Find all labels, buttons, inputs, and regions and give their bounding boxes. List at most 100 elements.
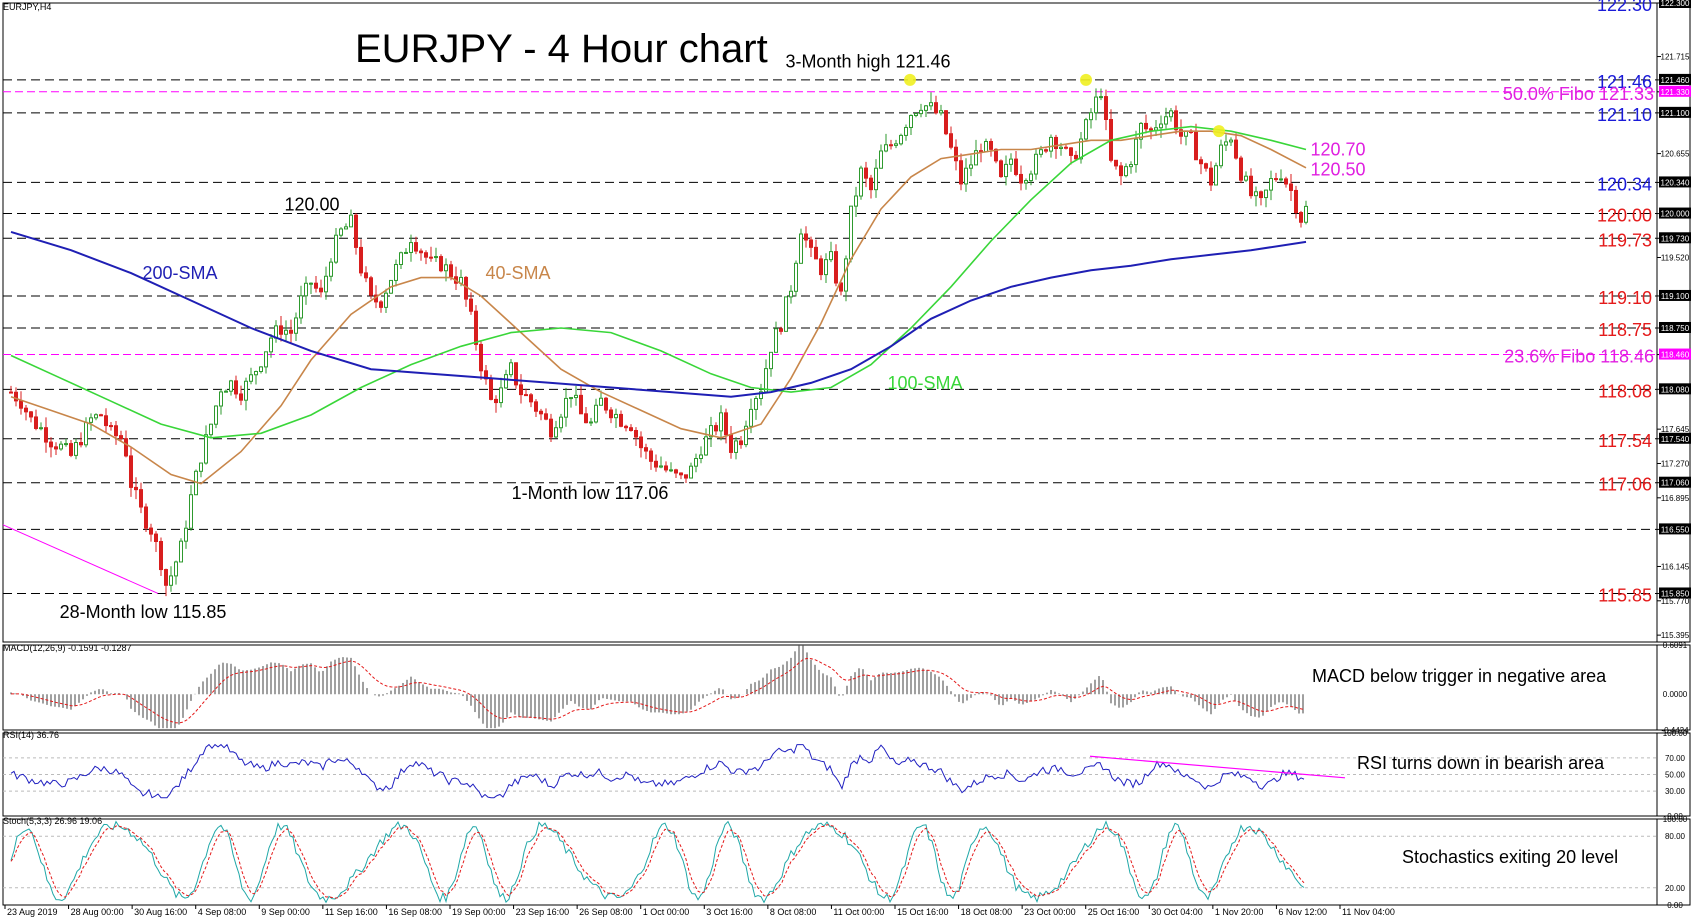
x-tick-label: 23 Sep 16:00 bbox=[516, 907, 570, 917]
candle-body bbox=[474, 310, 478, 345]
candle-body bbox=[369, 277, 373, 296]
candle-body bbox=[1239, 157, 1243, 181]
macd-axis-label: -0.4424 bbox=[1661, 726, 1689, 735]
axis-level-box bbox=[1659, 432, 1691, 444]
candle-body bbox=[379, 301, 383, 308]
candle-body bbox=[1224, 141, 1228, 146]
200-sma-line bbox=[10, 230, 1307, 398]
moving-averages bbox=[10, 125, 1307, 485]
candle-body bbox=[664, 465, 668, 471]
candle-body bbox=[1069, 147, 1073, 156]
candle-body bbox=[384, 292, 388, 308]
axis-tick-label: 117.645 bbox=[1661, 425, 1690, 434]
candle-body bbox=[14, 391, 18, 402]
candle-body bbox=[99, 414, 103, 417]
candle-body bbox=[774, 328, 778, 353]
candle-body bbox=[709, 425, 713, 438]
candle-body bbox=[554, 427, 558, 438]
chart-annotation: 3-Month high 121.46 bbox=[785, 52, 950, 72]
candle-body bbox=[1169, 110, 1173, 118]
axis-tick-label: 120.340 bbox=[1661, 178, 1690, 187]
x-tick-label: 11 Oct 00:00 bbox=[833, 907, 884, 917]
candle-body bbox=[359, 246, 363, 274]
candle-body bbox=[104, 415, 108, 427]
candle-body bbox=[569, 397, 573, 400]
chart-annotation: 120.70 bbox=[1310, 139, 1365, 159]
stoch-axis-label: 0.00 bbox=[1667, 901, 1683, 910]
x-tick-label: 8 Oct 08:00 bbox=[770, 907, 817, 917]
candle-body bbox=[869, 177, 873, 191]
candle-body bbox=[834, 251, 838, 284]
candle-body bbox=[784, 296, 788, 332]
x-tick-label: 28 Aug 00:00 bbox=[71, 907, 124, 917]
candle-body bbox=[289, 329, 293, 334]
candle-body bbox=[504, 374, 508, 389]
axis-tick-label: 118.460 bbox=[1661, 351, 1690, 360]
candle-body bbox=[584, 413, 588, 424]
candle-body bbox=[929, 102, 933, 107]
candle-body bbox=[544, 413, 548, 420]
x-tick-label: 18 Oct 08:00 bbox=[961, 907, 1013, 917]
axis-level-box bbox=[1659, 383, 1691, 395]
candle-body bbox=[89, 417, 93, 423]
candle-body bbox=[734, 440, 738, 453]
candle-body bbox=[519, 384, 523, 396]
axis-level-box bbox=[1659, 207, 1691, 219]
candle-body bbox=[259, 366, 263, 373]
rsi-axis-label: 50.00 bbox=[1665, 771, 1686, 780]
candle-body bbox=[344, 226, 348, 230]
candle-body bbox=[469, 298, 473, 312]
candle-body bbox=[144, 506, 148, 529]
candle-body bbox=[609, 409, 613, 419]
x-tick-label: 1 Oct 00:00 bbox=[643, 907, 690, 917]
candle-body bbox=[659, 465, 663, 468]
rsi-line bbox=[10, 743, 1305, 799]
candle-body bbox=[284, 329, 288, 335]
candle-body bbox=[139, 489, 143, 508]
axis-tick-label: 115.770 bbox=[1661, 597, 1690, 606]
axis-tick-label: 119.520 bbox=[1661, 254, 1690, 263]
axis-tick-label: 122.300 bbox=[1661, 0, 1690, 8]
candle-body bbox=[1134, 138, 1138, 166]
candle-body bbox=[1064, 146, 1068, 149]
candle-body bbox=[1234, 139, 1238, 159]
candle-body bbox=[629, 427, 633, 431]
x-tick-label: 23 Aug 2019 bbox=[7, 907, 58, 917]
candle-body bbox=[424, 252, 428, 258]
candle-body bbox=[1019, 173, 1023, 184]
x-tick-label: 3 Oct 16:00 bbox=[706, 907, 753, 917]
candle-body bbox=[1254, 191, 1258, 197]
candle-body bbox=[879, 150, 883, 169]
candle-body bbox=[9, 391, 13, 394]
candle-body bbox=[64, 443, 68, 446]
candle-body bbox=[589, 421, 593, 424]
candle-body bbox=[159, 541, 163, 571]
axis-level-box bbox=[1659, 85, 1691, 97]
candle-body bbox=[699, 454, 703, 459]
candle-body bbox=[529, 394, 533, 403]
macd-axis-label: 0.0000 bbox=[1663, 690, 1688, 699]
candle-body bbox=[614, 413, 618, 419]
candle-body bbox=[84, 421, 88, 446]
candle-body bbox=[1214, 165, 1218, 186]
candle-body bbox=[499, 387, 503, 404]
candle-body bbox=[624, 425, 628, 429]
chart-annotation: 1-Month low 117.06 bbox=[512, 483, 669, 503]
candle-body bbox=[999, 160, 1003, 178]
axis-tick-label: 115.395 bbox=[1661, 631, 1690, 640]
candle-body bbox=[1269, 178, 1273, 191]
candle-body bbox=[1259, 191, 1263, 199]
axis-level-box bbox=[1659, 176, 1691, 188]
candle-body bbox=[1299, 212, 1303, 223]
candle-body bbox=[889, 144, 893, 147]
panel-frame bbox=[2, 2, 1691, 643]
stoch-annotation: Stochastics exiting 20 level bbox=[1402, 847, 1618, 867]
candle-body bbox=[1304, 205, 1308, 223]
panel-frame bbox=[2, 818, 1691, 906]
candle-body bbox=[164, 569, 168, 586]
candle-body bbox=[174, 561, 178, 577]
candle-body bbox=[1099, 96, 1103, 99]
candle-body bbox=[314, 282, 318, 289]
candle-body bbox=[969, 164, 973, 169]
